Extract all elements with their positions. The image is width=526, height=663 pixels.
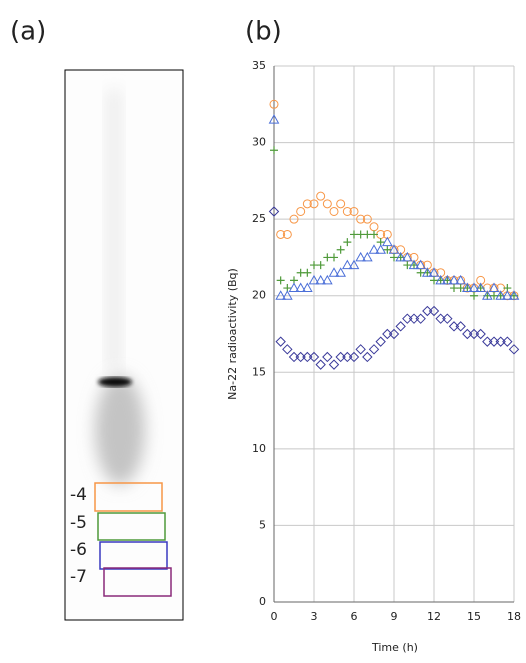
fraction-label: -7 xyxy=(70,567,87,587)
point xyxy=(423,307,432,316)
x-tick-label: 9 xyxy=(391,610,398,623)
point xyxy=(443,314,452,323)
point xyxy=(450,322,459,331)
point xyxy=(470,292,478,300)
point xyxy=(410,314,419,323)
point xyxy=(396,322,405,331)
point xyxy=(370,223,378,231)
fraction-label: -6 xyxy=(70,540,87,560)
point xyxy=(270,146,278,154)
y-tick-label: 25 xyxy=(252,212,266,225)
y-tick-label: 30 xyxy=(252,136,266,149)
point xyxy=(363,352,372,361)
point xyxy=(337,246,345,254)
point xyxy=(403,314,412,323)
y-tick-label: 35 xyxy=(252,59,266,72)
point xyxy=(276,337,285,346)
point xyxy=(330,360,339,369)
x-tick-label: 3 xyxy=(311,610,318,623)
panel-label: (a) xyxy=(10,17,46,47)
point xyxy=(330,207,338,215)
point xyxy=(436,314,445,323)
x-tick-label: 0 xyxy=(271,610,278,623)
point xyxy=(336,352,345,361)
point xyxy=(496,337,505,346)
point xyxy=(277,276,285,284)
x-tick-label: 6 xyxy=(351,610,358,623)
fraction-label: -5 xyxy=(70,513,87,533)
figure: (a) -4 -5 -6 -7 (b) Time (h) Na-22 radio… xyxy=(0,0,526,659)
point xyxy=(303,269,311,277)
point xyxy=(370,230,378,238)
point xyxy=(343,352,352,361)
point xyxy=(317,192,325,200)
x-tick-label: 12 xyxy=(427,610,441,623)
point xyxy=(317,261,325,269)
point xyxy=(383,330,392,339)
y-tick-label: 0 xyxy=(259,595,266,608)
point xyxy=(283,345,292,354)
point xyxy=(323,352,332,361)
point xyxy=(476,330,485,339)
point xyxy=(303,352,312,361)
point xyxy=(337,200,345,208)
point xyxy=(296,352,305,361)
panel-label: (b) xyxy=(245,17,282,47)
point xyxy=(356,345,365,354)
point xyxy=(456,322,465,331)
point xyxy=(316,360,325,369)
point xyxy=(490,337,499,346)
fraction-label: -4 xyxy=(70,485,87,505)
point xyxy=(323,200,331,208)
point xyxy=(343,238,351,246)
point xyxy=(330,253,338,261)
y-tick-label: 5 xyxy=(259,518,266,531)
point xyxy=(290,352,299,361)
y-tick-label: 10 xyxy=(252,442,266,455)
gel-image xyxy=(65,70,183,620)
point xyxy=(370,345,379,354)
point xyxy=(503,337,512,346)
point xyxy=(376,337,385,346)
x-axis-label: Time (h) xyxy=(371,641,418,654)
point xyxy=(416,314,425,323)
x-tick-label: 15 xyxy=(467,610,481,623)
point xyxy=(483,337,492,346)
x-tick-label: 18 xyxy=(507,610,521,623)
y-tick-label: 15 xyxy=(252,365,266,378)
y-axis-label: Na-22 radioactivity (Bq) xyxy=(226,268,239,400)
y-tick-label: 20 xyxy=(252,289,266,302)
point xyxy=(463,330,472,339)
point xyxy=(297,207,305,215)
